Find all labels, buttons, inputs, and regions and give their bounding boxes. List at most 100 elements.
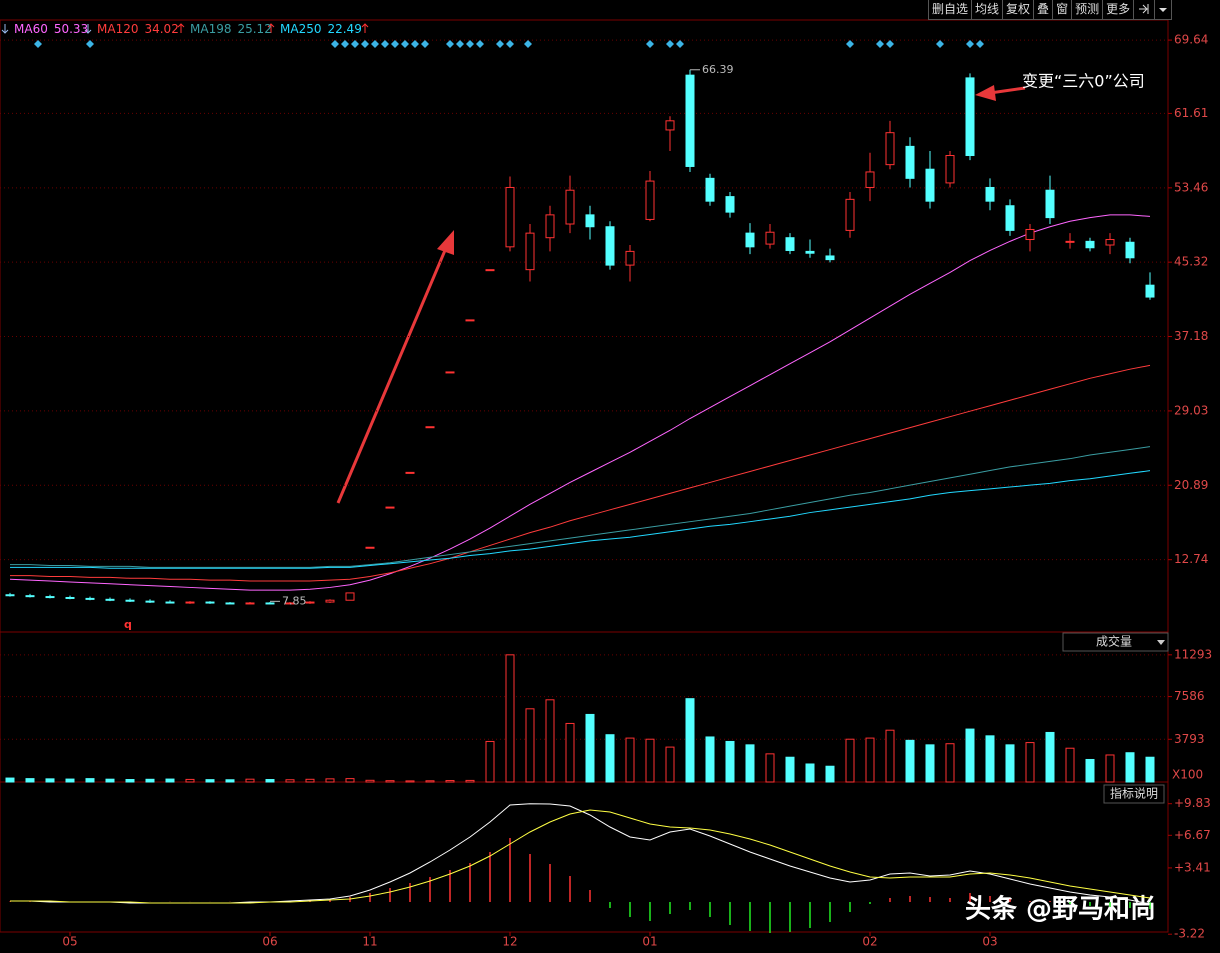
toolbar-button[interactable]: 叠 [1034, 0, 1054, 19]
candle-body [385, 506, 395, 509]
candle-body [1125, 241, 1135, 259]
signal-marker [524, 40, 532, 48]
toolbar-button[interactable]: 均线 [972, 0, 1004, 19]
signal-marker [876, 40, 884, 48]
volume-bar [325, 778, 335, 783]
signal-marker [506, 40, 514, 48]
volume-bar [265, 779, 275, 783]
volume-bar [305, 778, 315, 783]
volume-bar [905, 739, 915, 783]
volume-bar [445, 780, 455, 783]
high-label: 66.39 [702, 63, 734, 76]
volume-bar [705, 736, 715, 783]
volume-bar [525, 708, 535, 783]
candle-body [85, 597, 95, 600]
toolbar-button[interactable]: 删自选 [929, 0, 973, 19]
candle-body [685, 74, 695, 167]
candle-body [25, 595, 35, 598]
candle-body [725, 196, 735, 213]
toolbar-button[interactable]: 复权 [1003, 0, 1035, 19]
signal-marker [351, 40, 359, 48]
candle-body [825, 255, 835, 261]
x-tick-label: 06 [262, 935, 277, 949]
candle-body [65, 596, 75, 599]
up-arrow [267, 23, 275, 33]
volume-bar [565, 722, 575, 783]
candle-body [765, 231, 775, 245]
volume-bar [385, 780, 395, 783]
y-tick-label: 37.18 [1174, 329, 1208, 343]
candle-body [1025, 228, 1035, 241]
toolbar-dropdown[interactable] [1155, 0, 1173, 19]
volume-bar [85, 778, 95, 783]
signal-marker [646, 40, 654, 48]
x-tick-label: 02 [862, 935, 877, 949]
volume-bar [25, 778, 35, 783]
volume-bar [465, 779, 475, 783]
toolbar-button[interactable]: 窗 [1053, 0, 1073, 19]
candle-body [665, 120, 675, 131]
volume-bar [585, 713, 595, 783]
x-tick-label: 01 [642, 935, 657, 949]
volume-bar [1085, 758, 1095, 783]
y-tick-label: +3.41 [1174, 860, 1211, 874]
legend-value: 22.49 [327, 22, 361, 36]
y-tick-label: -3.22 [1174, 927, 1205, 941]
volume-bar [625, 737, 635, 783]
signal-marker [456, 40, 464, 48]
candle-body [585, 214, 595, 228]
candle-body [525, 232, 535, 271]
volume-bar [765, 753, 775, 783]
volume-bar [885, 729, 895, 783]
volume-bar [725, 740, 735, 783]
y-tick-label: 69.64 [1174, 33, 1208, 47]
candle-body [1105, 239, 1115, 246]
indicator-help-box[interactable] [1103, 784, 1165, 804]
signal-marker [331, 40, 339, 48]
macd-panel [0, 781, 1169, 933]
y-tick-label: 3793 [1174, 732, 1205, 746]
signal-marker [411, 40, 419, 48]
signal-marker [391, 40, 399, 48]
volume-bar [1005, 744, 1015, 783]
icon [1159, 8, 1168, 12]
volume-bar [985, 735, 995, 783]
x-tick-label: 05 [62, 935, 77, 949]
volume-bar [1045, 731, 1055, 783]
y-tick-label: 53.46 [1174, 180, 1208, 194]
volume-unit: X100 [1172, 768, 1203, 782]
volume-bar [825, 765, 835, 783]
ma-line [10, 446, 1151, 568]
candle-body [145, 600, 155, 603]
volume-bar [745, 744, 755, 783]
volume-label-box[interactable] [1062, 632, 1169, 652]
legend-entry: MA198 25.12 [190, 22, 272, 36]
macd-line [10, 803, 1151, 905]
macd-line [10, 809, 1151, 904]
volume-bar [485, 740, 495, 783]
dropdown-icon[interactable] [1157, 640, 1165, 645]
legend-value: 25.12 [237, 22, 271, 36]
up-arrow [177, 23, 185, 33]
candle-body [365, 546, 375, 549]
candle-body [185, 601, 195, 604]
toolbar-button[interactable]: 更多 [1103, 0, 1135, 19]
trend-arrow [336, 247, 448, 504]
candle-body [445, 371, 455, 374]
toolbar-button[interactable]: 预测 [1072, 0, 1104, 19]
volume-bar [165, 778, 175, 783]
signal-marker [361, 40, 369, 48]
volume-bar [925, 744, 935, 783]
candle-body [845, 198, 855, 231]
toolbar-icon[interactable] [1134, 0, 1156, 19]
candle-body [645, 180, 655, 220]
candle-body [745, 232, 755, 248]
y-tick-label: 12.74 [1174, 552, 1208, 566]
y-tick-label: 61.61 [1174, 106, 1208, 120]
candle-body [1145, 284, 1155, 298]
x-tick-label: 12 [502, 935, 517, 949]
legend-entry: MA60 50.33 [14, 22, 88, 36]
signal-marker [936, 40, 944, 48]
volume-bar [45, 778, 55, 783]
